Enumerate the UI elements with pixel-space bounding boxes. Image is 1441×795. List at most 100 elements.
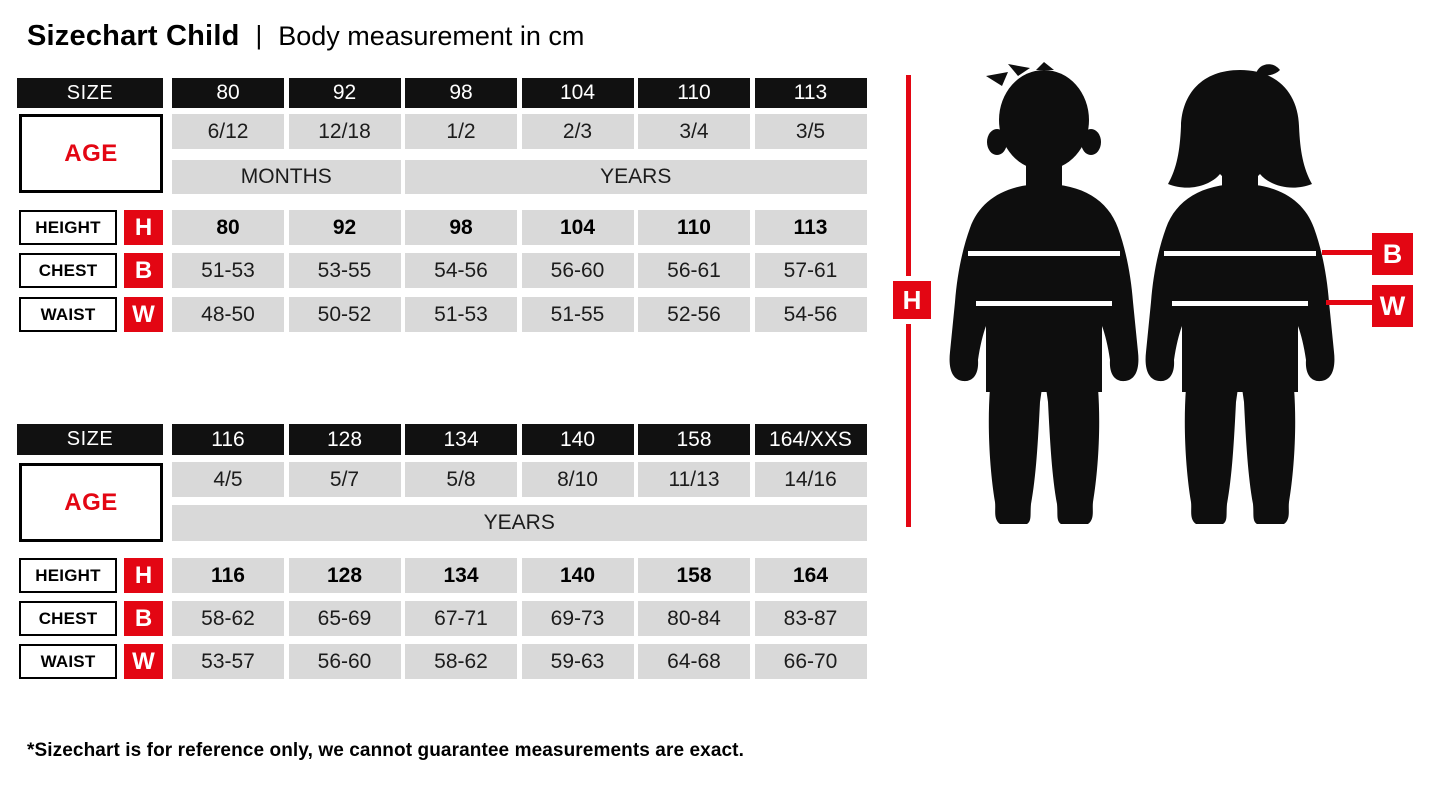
height-key-badge: H [124,210,163,245]
height-row-label: HEIGHT [19,210,117,245]
size-cell: 92 [288,78,401,108]
age-cell: 12/18 [288,114,401,149]
age-cell: 5/7 [288,462,401,497]
chest-marker-badge: B [1372,233,1413,275]
chest-cell: 51-53 [172,253,284,288]
height-cell: 128 [288,558,401,593]
height-cell: 98 [405,210,517,245]
age-cell: 5/8 [405,462,517,497]
age-cell: 8/10 [521,462,634,497]
age-cell: 4/5 [172,462,284,497]
waist-cell: 48-50 [172,297,284,332]
waist-cell: 64-68 [638,644,750,679]
chest-cell: 56-61 [638,253,750,288]
chest-cell: 69-73 [521,601,634,636]
age-unit-cell: YEARS [405,160,867,194]
size-cell: 113 [754,78,867,108]
chest-cell: 57-61 [754,253,867,288]
height-cell: 104 [521,210,634,245]
waist-cell: 53-57 [172,644,284,679]
title-subtitle: Body measurement in cm [278,21,585,51]
chest-cell: 54-56 [405,253,517,288]
size-cell: 98 [405,78,517,108]
size-cell: 80 [172,78,284,108]
age-cell: 6/12 [172,114,284,149]
age-cell: 14/16 [754,462,867,497]
size-cell: 158 [638,424,750,455]
waist-cell: 59-63 [521,644,634,679]
waist-row: WAIST W 53-57 56-60 58-62 59-63 64-68 66… [17,644,877,679]
waist-cell: 66-70 [754,644,867,679]
size-cell: 104 [521,78,634,108]
title-separator: | [255,20,263,50]
chest-cell: 65-69 [288,601,401,636]
size-cell: 164/XXS [754,424,867,455]
chest-row: CHEST B 58-62 65-69 67-71 69-73 80-84 83… [17,601,877,636]
waist-measure-line [1326,300,1374,305]
height-cell: 80 [172,210,284,245]
age-row-label: AGE [19,463,163,542]
height-cell: 116 [172,558,284,593]
waist-cell: 54-56 [754,297,867,332]
age-cell: 3/5 [754,114,867,149]
height-row-label: HEIGHT [19,558,117,593]
age-cell: 3/4 [638,114,750,149]
waist-cell: 58-62 [405,644,517,679]
age-units-row: YEARS [17,505,877,541]
chest-cell: 67-71 [405,601,517,636]
waist-key-badge: W [124,644,163,679]
age-unit-cell: YEARS [172,505,867,541]
height-marker-badge: H [893,276,931,324]
chest-row-label: CHEST [19,601,117,636]
age-cell: 1/2 [405,114,517,149]
height-cell: 140 [521,558,634,593]
age-values-row: AGE 4/5 5/7 5/8 8/10 11/13 14/16 [17,462,877,542]
chest-cell: 83-87 [754,601,867,636]
page-title: Sizechart Child | Body measurement in cm [27,20,584,53]
chest-measure-line [1322,250,1374,255]
waist-cell: 50-52 [288,297,401,332]
size-cell: 134 [405,424,517,455]
height-row: HEIGHT H 116 128 134 140 158 164 [17,558,877,593]
chest-row: CHEST B 51-53 53-55 54-56 56-60 56-61 57… [17,253,877,288]
size-table-upper: SIZE 80 92 98 104 110 113 AGE 6/12 12/18… [17,78,877,332]
height-row: HEIGHT H 80 92 98 104 110 113 [17,210,877,245]
footnote: *Sizechart is for reference only, we can… [27,740,744,761]
waist-row-label: WAIST [19,644,117,679]
size-cell: 116 [172,424,284,455]
age-cell: 11/13 [638,462,750,497]
girl-silhouette [1145,64,1335,524]
age-unit-cell: MONTHS [172,160,401,194]
waist-row-label: WAIST [19,297,117,332]
chest-cell: 53-55 [288,253,401,288]
age-cell: 2/3 [521,114,634,149]
size-row: SIZE 116 128 134 140 158 164/XXS [17,424,877,455]
size-row-label: SIZE [17,424,163,455]
title-main: Sizechart Child [27,20,240,52]
height-cell: 164 [754,558,867,593]
age-row-label: AGE [19,114,163,193]
size-row: SIZE 80 92 98 104 110 113 [17,78,877,108]
height-cell: 92 [288,210,401,245]
waist-cell: 51-53 [405,297,517,332]
height-cell: 158 [638,558,750,593]
size-table-lower: SIZE 116 128 134 140 158 164/XXS AGE 4/5… [17,424,877,679]
height-cell: 113 [754,210,867,245]
chest-cell: 58-62 [172,601,284,636]
chest-key-badge: B [124,601,163,636]
waist-cell: 51-55 [521,297,634,332]
size-cell: 140 [521,424,634,455]
waist-marker-badge: W [1372,285,1413,327]
size-cell: 128 [288,424,401,455]
age-units-row: MONTHS YEARS [17,160,877,194]
waist-cell: 52-56 [638,297,750,332]
height-cell: 110 [638,210,750,245]
height-key-badge: H [124,558,163,593]
height-cell: 134 [405,558,517,593]
chest-cell: 56-60 [521,253,634,288]
size-row-label: SIZE [17,78,163,108]
waist-row: WAIST W 48-50 50-52 51-53 51-55 52-56 54… [17,297,877,332]
chest-key-badge: B [124,253,163,288]
age-values-row: AGE 6/12 12/18 1/2 2/3 3/4 3/5 [17,114,877,193]
size-cell: 110 [638,78,750,108]
